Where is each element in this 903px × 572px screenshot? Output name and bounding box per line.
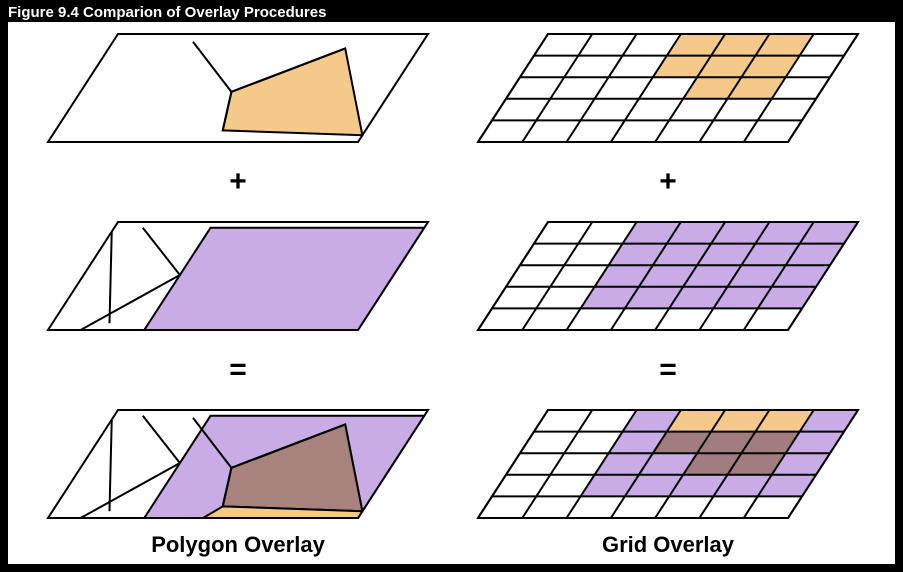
grid-result [478,404,858,524]
polygon-result [48,404,428,524]
figure-canvas: + = + = Polygon Overlay Grid Overlay [8,22,895,564]
equals-operator-right: = [659,355,677,385]
figure-frame: Figure 9.4 Comparion of Overlay Procedur… [0,0,903,572]
plus-operator-right: + [659,167,677,197]
polygon-layer-1 [48,28,428,148]
polygon-caption: Polygon Overlay [48,532,428,558]
grid-caption: Grid Overlay [478,532,858,558]
grid-layer-1 [478,28,858,148]
equals-operator: = [229,355,247,385]
polygon-layer-2 [48,216,428,336]
plus-operator: + [229,167,247,197]
grid-column: + = [478,28,858,524]
polygon-column: + = [48,28,428,524]
grid-layer-2 [478,216,858,336]
